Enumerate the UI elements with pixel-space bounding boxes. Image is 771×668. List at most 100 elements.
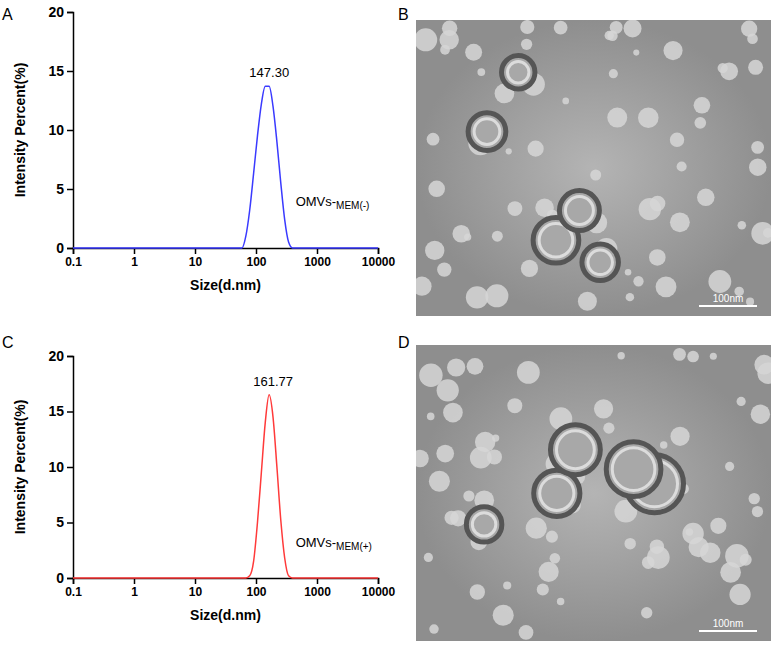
vesicle — [424, 553, 433, 562]
y-tick: 20 — [48, 4, 73, 20]
x-tick: 10 — [189, 578, 203, 599]
x-tick-label: 1000 — [304, 255, 331, 269]
vesicle — [751, 405, 770, 424]
vesicle — [670, 212, 690, 232]
x-axis-title: Size(d.nm) — [190, 277, 261, 293]
vesicle — [526, 518, 547, 539]
vesicle — [710, 353, 717, 360]
x-axis-line — [74, 579, 379, 585]
vesicle — [641, 607, 652, 618]
vesicle — [450, 510, 466, 526]
vesicle — [416, 277, 432, 296]
y-axis-line — [67, 357, 74, 579]
vesicle-ring-inner — [540, 476, 574, 510]
x-tick-label: 1 — [131, 585, 138, 599]
vesicle — [607, 108, 627, 128]
y-tick-mark — [67, 522, 73, 524]
vesicle — [694, 117, 706, 129]
x-tick-label: 10 — [189, 255, 203, 269]
y-tick: 15 — [48, 403, 73, 419]
vesicle — [546, 531, 558, 543]
y-tick-label: 10 — [48, 459, 64, 475]
vesicle — [677, 161, 687, 171]
series-label-sub: MEM(+) — [336, 541, 372, 552]
panel-label: D — [398, 334, 410, 351]
y-tick: 15 — [48, 63, 73, 79]
y-tick-mark — [67, 467, 73, 469]
vesicle-ring-inner — [472, 513, 495, 536]
vesicle — [700, 543, 721, 564]
x-tick-mark — [134, 248, 136, 254]
y-tick-mark — [67, 12, 73, 14]
x-tick-mark — [317, 578, 319, 584]
vesicle — [428, 181, 445, 198]
vesicle — [670, 133, 684, 147]
micrograph — [416, 345, 771, 641]
vesicle — [649, 249, 666, 266]
vesicle-ring-inner — [612, 448, 655, 491]
y-tick-mark — [67, 130, 73, 132]
vesicle — [492, 231, 503, 242]
y-tick-label: 0 — [56, 240, 64, 256]
vesicle-ring-inner — [508, 62, 529, 83]
vesicle — [737, 397, 746, 406]
vesicle-ring-inner — [588, 250, 612, 274]
vesicle — [603, 423, 614, 434]
y-tick-label: 15 — [48, 63, 64, 79]
vesicle — [467, 358, 484, 375]
micrograph-background — [416, 345, 771, 641]
vesicle — [663, 41, 682, 60]
vesicle — [416, 450, 429, 467]
x-tick: 1 — [131, 578, 138, 599]
vesicle — [650, 539, 664, 553]
y-tick: 5 — [56, 514, 73, 530]
series-label-sub: MEM(-) — [336, 200, 369, 211]
y-axis-line — [67, 13, 74, 249]
vesicle-ring — [502, 56, 535, 89]
x-tick-label: 1000 — [304, 585, 331, 599]
y-tick-mark — [67, 411, 73, 413]
vesicle — [492, 434, 499, 441]
vesicle — [521, 39, 532, 50]
y-axis-title: Intensity Percent(%) — [12, 400, 28, 535]
series-label: OMVs-MEM(+) — [296, 535, 372, 553]
plot-area — [73, 395, 378, 578]
scale-bar — [699, 305, 757, 307]
x-tick-mark — [256, 248, 258, 254]
vesicle — [507, 201, 522, 216]
plot-area — [73, 86, 378, 248]
y-tick-label: 10 — [48, 122, 64, 138]
vesicle — [528, 141, 544, 157]
vesicle-ring — [582, 244, 618, 280]
vesicle — [746, 298, 754, 306]
scale-bar — [699, 630, 757, 632]
vesicle — [562, 98, 569, 105]
y-tick-label: 0 — [56, 570, 64, 586]
x-tick: 1000 — [304, 248, 331, 269]
vesicle-ring — [559, 191, 599, 231]
vesicle — [493, 605, 514, 626]
x-tick-label: 0.1 — [65, 255, 82, 269]
vesicle — [751, 222, 771, 245]
scale-bar-label: 100nm — [713, 618, 744, 629]
vesicle — [741, 21, 757, 37]
vesicle — [607, 31, 617, 41]
vesicle — [633, 50, 639, 56]
vesicle — [708, 270, 731, 293]
vesicle — [520, 20, 534, 34]
panel-label: C — [2, 334, 14, 351]
micrograph-panel: D 100nm — [398, 334, 771, 641]
vesicle — [710, 518, 726, 534]
y-tick-label: 5 — [56, 514, 64, 530]
y-tick-mark — [67, 578, 73, 580]
vesicle — [617, 352, 624, 359]
vesicle — [429, 624, 438, 633]
vesicle — [670, 427, 689, 446]
vesicle-ring — [466, 507, 501, 542]
y-tick-mark — [67, 356, 73, 358]
vesicle-ring-inner — [565, 197, 593, 225]
vesicle — [539, 562, 559, 582]
vesicle — [427, 413, 435, 421]
vesicle — [485, 284, 508, 307]
y-axis: 05101520 — [48, 348, 73, 586]
